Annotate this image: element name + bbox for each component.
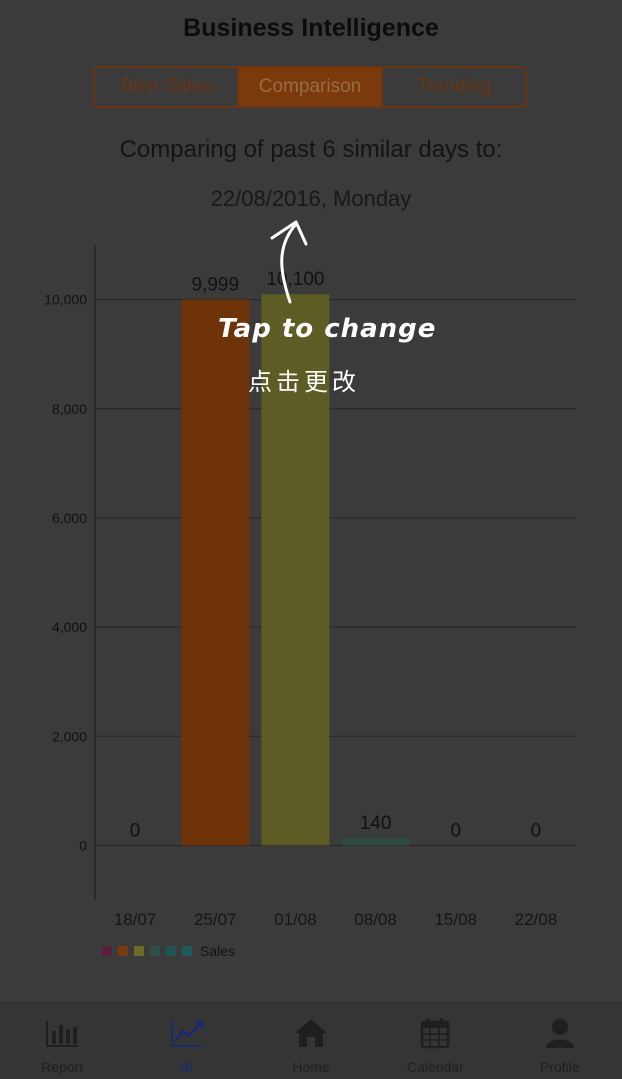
x-tick-label: 15/08 — [434, 910, 477, 929]
legend-swatch — [182, 946, 192, 956]
legend-swatch — [102, 946, 112, 956]
y-tick-label: 2,000 — [52, 728, 87, 744]
tab-home-label: Home — [292, 1059, 330, 1075]
x-tick-label: 22/08 — [515, 910, 558, 929]
bar-chart-icon — [46, 1021, 79, 1047]
tab-trending[interactable]: Trending — [381, 68, 525, 106]
tab-comparison[interactable]: Comparison — [237, 68, 381, 106]
page-title: Business Intelligence — [183, 14, 439, 42]
y-tick-label: 4,000 — [52, 619, 87, 635]
legend-swatch — [150, 946, 160, 956]
home-icon — [295, 1019, 328, 1047]
bar-08-08 — [341, 837, 410, 846]
calendar-icon — [421, 1018, 450, 1049]
tab-profile[interactable]: Profile — [498, 1003, 622, 1079]
tab-home[interactable]: Home — [249, 1003, 373, 1079]
segmented-control: Best Sales Comparison Trending — [93, 66, 527, 108]
tap-to-change-hint-cn: 点击更改 — [248, 368, 360, 396]
tab-bi-label: BI — [179, 1059, 194, 1075]
tab-calendar[interactable]: Calendar — [373, 1003, 497, 1079]
y-tick-label: 8,000 — [52, 401, 87, 417]
data-label: 0 — [531, 820, 542, 841]
data-label: 10,100 — [266, 269, 324, 290]
comparison-subtitle: Comparing of past 6 similar days to: — [119, 136, 503, 163]
data-label: 9,999 — [191, 275, 239, 296]
chart-canvas: 0 2,000 4,000 6,000 8,000 10,000 0 18/07 9,999 25… — [44, 245, 576, 929]
tab-report-label: Report — [41, 1059, 84, 1075]
y-tick-label: 6,000 — [52, 510, 87, 526]
legend-label-sales: Sales — [200, 943, 236, 959]
x-tick-label: 01/08 — [274, 910, 317, 929]
tab-best-sales[interactable]: Best Sales — [120, 76, 212, 97]
tab-calendar-label: Calendar — [407, 1059, 464, 1075]
user-icon — [545, 1019, 574, 1048]
y-tick-label: 0 — [79, 837, 87, 853]
tab-report[interactable]: Report — [0, 1003, 124, 1079]
selected-date-button[interactable]: 22/08/2016, Monday — [210, 186, 412, 211]
tab-bi[interactable]: BI — [124, 1003, 248, 1079]
x-tick-label: 08/08 — [354, 910, 397, 929]
sales-bar-chart: 0 2,000 4,000 6,000 8,000 10,000 0 18/07 9,999 25… — [0, 240, 622, 970]
tap-to-change-hint: Tap to change — [218, 314, 437, 344]
chart-legend: Sales — [102, 943, 235, 959]
legend-swatch — [166, 946, 176, 956]
legend-swatch — [134, 946, 144, 956]
trend-line-icon — [170, 1020, 204, 1047]
y-tick-label: 10,000 — [44, 292, 87, 308]
legend-swatch — [118, 946, 128, 956]
hint-arrow-icon — [270, 220, 308, 304]
x-tick-label: 25/07 — [194, 910, 237, 929]
data-label: 0 — [450, 820, 461, 841]
tab-profile-label: Profile — [539, 1059, 580, 1075]
bar-25-07 — [181, 299, 250, 846]
bottom-tab-bar: Report BI Home Calen — [0, 1002, 622, 1079]
x-tick-label: 18/07 — [114, 910, 157, 929]
data-label: 140 — [360, 813, 392, 834]
bar-01-08 — [261, 294, 330, 846]
data-label: 0 — [130, 820, 141, 841]
